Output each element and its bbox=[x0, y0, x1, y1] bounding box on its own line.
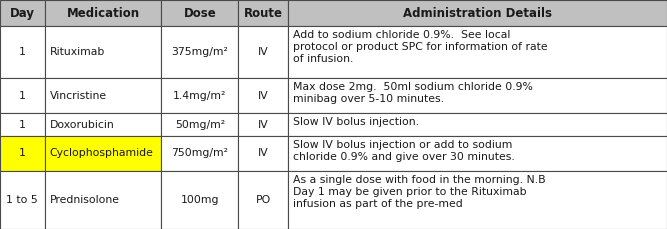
Text: 1: 1 bbox=[19, 148, 26, 158]
Bar bbox=[0, 0, 45, 26]
Bar bbox=[238, 171, 288, 229]
Bar bbox=[238, 26, 288, 78]
Bar bbox=[161, 0, 238, 26]
Text: Doxorubicin: Doxorubicin bbox=[49, 120, 115, 130]
Text: 1 to 5: 1 to 5 bbox=[7, 195, 38, 205]
Text: IV: IV bbox=[257, 91, 269, 101]
Bar bbox=[0, 26, 45, 78]
Bar bbox=[288, 78, 667, 114]
Text: Prednisolone: Prednisolone bbox=[49, 195, 119, 205]
Text: PO: PO bbox=[255, 195, 271, 205]
Text: Administration Details: Administration Details bbox=[403, 7, 552, 19]
Text: Rituximab: Rituximab bbox=[49, 47, 105, 57]
Text: Max dose 2mg.  50ml sodium chloride 0.9%
minibag over 5-10 minutes.: Max dose 2mg. 50ml sodium chloride 0.9% … bbox=[293, 82, 533, 104]
Bar bbox=[238, 114, 288, 136]
Bar bbox=[238, 136, 288, 171]
Bar bbox=[288, 114, 667, 136]
Bar bbox=[45, 171, 161, 229]
Text: Route: Route bbox=[243, 7, 283, 19]
Bar bbox=[45, 0, 161, 26]
Text: 50mg/m²: 50mg/m² bbox=[175, 120, 225, 130]
Text: Vincristine: Vincristine bbox=[49, 91, 107, 101]
Bar bbox=[0, 114, 45, 136]
Bar bbox=[288, 136, 667, 171]
Bar bbox=[45, 114, 161, 136]
Text: IV: IV bbox=[257, 148, 269, 158]
Bar bbox=[0, 136, 45, 171]
Text: Day: Day bbox=[10, 7, 35, 19]
Text: 1: 1 bbox=[19, 47, 26, 57]
Text: IV: IV bbox=[257, 120, 269, 130]
Bar bbox=[45, 136, 161, 171]
Bar bbox=[161, 171, 238, 229]
Text: Medication: Medication bbox=[67, 7, 139, 19]
Bar bbox=[0, 171, 45, 229]
Bar bbox=[288, 0, 667, 26]
Text: 375mg/m²: 375mg/m² bbox=[171, 47, 228, 57]
Bar bbox=[45, 78, 161, 114]
Bar bbox=[45, 26, 161, 78]
Bar bbox=[288, 171, 667, 229]
Bar bbox=[0, 78, 45, 114]
Text: Dose: Dose bbox=[183, 7, 216, 19]
Bar bbox=[161, 114, 238, 136]
Bar bbox=[161, 136, 238, 171]
Text: Add to sodium chloride 0.9%.  See local
protocol or product SPC for information : Add to sodium chloride 0.9%. See local p… bbox=[293, 30, 548, 64]
Text: Slow IV bolus injection.: Slow IV bolus injection. bbox=[293, 117, 419, 128]
Bar bbox=[161, 26, 238, 78]
Bar bbox=[238, 78, 288, 114]
Text: 100mg: 100mg bbox=[181, 195, 219, 205]
Text: IV: IV bbox=[257, 47, 269, 57]
Bar bbox=[288, 26, 667, 78]
Text: 1.4mg/m²: 1.4mg/m² bbox=[173, 91, 227, 101]
Text: As a single dose with food in the morning. N.B
Day 1 may be given prior to the R: As a single dose with food in the mornin… bbox=[293, 175, 546, 209]
Text: Slow IV bolus injection or add to sodium
chloride 0.9% and give over 30 minutes.: Slow IV bolus injection or add to sodium… bbox=[293, 140, 515, 162]
Bar bbox=[161, 78, 238, 114]
Bar bbox=[238, 0, 288, 26]
Text: 750mg/m²: 750mg/m² bbox=[171, 148, 228, 158]
Text: Cyclophosphamide: Cyclophosphamide bbox=[49, 148, 153, 158]
Text: 1: 1 bbox=[19, 120, 26, 130]
Text: 1: 1 bbox=[19, 91, 26, 101]
